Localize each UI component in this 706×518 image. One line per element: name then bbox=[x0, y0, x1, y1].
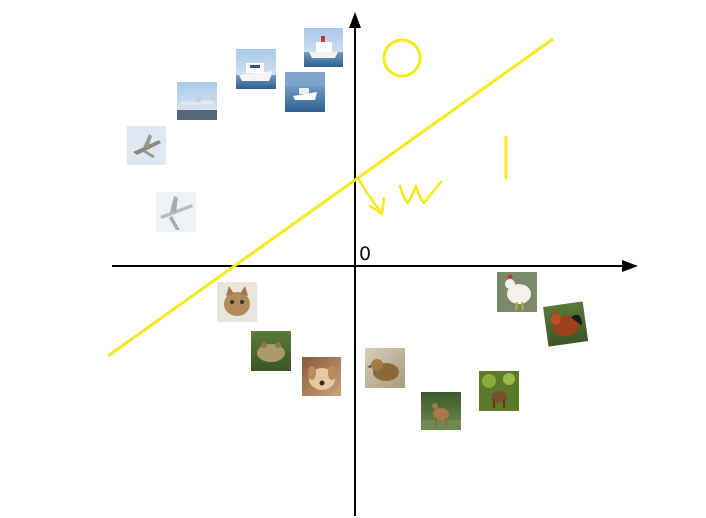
rooster-photo-icon bbox=[497, 272, 537, 312]
frog-photo-icon bbox=[251, 331, 291, 371]
dog-photo-icon bbox=[302, 357, 341, 396]
ship-photo-icon bbox=[236, 49, 276, 89]
ship-photo-icon bbox=[285, 72, 325, 112]
cat-photo-icon bbox=[217, 282, 257, 322]
deer-photo-icon bbox=[479, 371, 519, 411]
y-axis-arrowhead bbox=[349, 12, 361, 28]
origin-label: 0 bbox=[359, 243, 371, 265]
deer-photo-icon bbox=[421, 392, 461, 430]
airplane-photo-icon bbox=[177, 82, 217, 120]
x-axis-arrowhead bbox=[622, 260, 638, 272]
bird-photo-icon bbox=[365, 348, 405, 388]
airplane-photo-icon bbox=[127, 126, 166, 165]
weight-label-w bbox=[398, 180, 443, 205]
class-circle-marker bbox=[382, 38, 422, 78]
airplane-photo-icon bbox=[156, 192, 196, 232]
weight-vector-arrow bbox=[356, 176, 383, 214]
rooster-photo-icon bbox=[543, 301, 589, 347]
ship-photo-icon bbox=[304, 28, 343, 67]
weight-vector-arrowhead bbox=[368, 196, 386, 216]
decision-boundary-line bbox=[107, 37, 554, 358]
